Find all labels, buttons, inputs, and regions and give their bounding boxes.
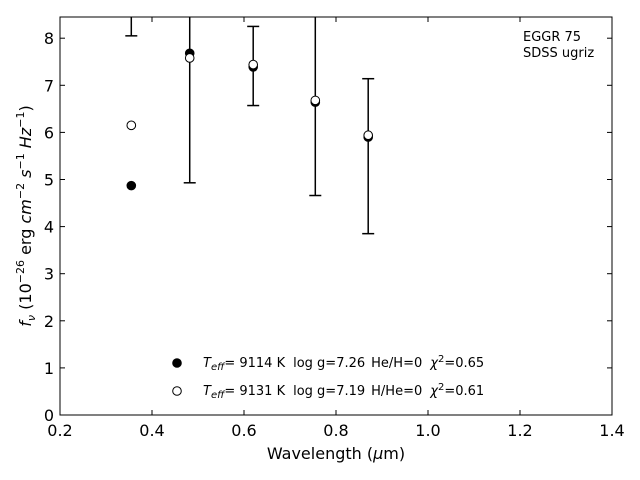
x-axis-title: Wavelength (μm) bbox=[267, 444, 405, 463]
y-tick-label: 0 bbox=[44, 406, 54, 425]
model-point-open bbox=[184, 53, 195, 63]
model-point-open bbox=[363, 130, 374, 141]
x-tick-label: 0.6 bbox=[231, 421, 256, 440]
x-tick-label: 1.4 bbox=[599, 421, 624, 440]
y-tick-label: 5 bbox=[44, 170, 54, 189]
x-tick-label: 0.4 bbox=[139, 421, 164, 440]
annotation-star-name: EGGR 75 bbox=[523, 30, 581, 45]
model-point-filled bbox=[126, 180, 137, 191]
y-tick-label: 6 bbox=[44, 123, 54, 142]
legend-marker-filled bbox=[172, 358, 182, 368]
y-tick-label: 7 bbox=[44, 76, 54, 95]
annotation-survey: SDSS ugriz bbox=[523, 46, 594, 61]
y-tick-label: 8 bbox=[44, 29, 54, 48]
model-point-open bbox=[126, 120, 137, 131]
x-tick-label: 1.0 bbox=[415, 421, 440, 440]
y-tick-label: 3 bbox=[44, 265, 54, 284]
x-tick-label: 0.8 bbox=[323, 421, 348, 440]
y-tick-label: 1 bbox=[44, 359, 54, 378]
y-tick-label: 4 bbox=[44, 218, 54, 237]
x-tick-label: 0.2 bbox=[47, 421, 72, 440]
y-axis-title: fν (10−26 erg cm−2 s−1 Hz−1) bbox=[14, 105, 38, 326]
model-point-open bbox=[310, 95, 321, 106]
model-point-open bbox=[248, 59, 258, 70]
y-tick-label: 2 bbox=[44, 312, 54, 331]
x-tick-label: 1.2 bbox=[507, 421, 532, 440]
legend-marker-open bbox=[172, 386, 182, 396]
